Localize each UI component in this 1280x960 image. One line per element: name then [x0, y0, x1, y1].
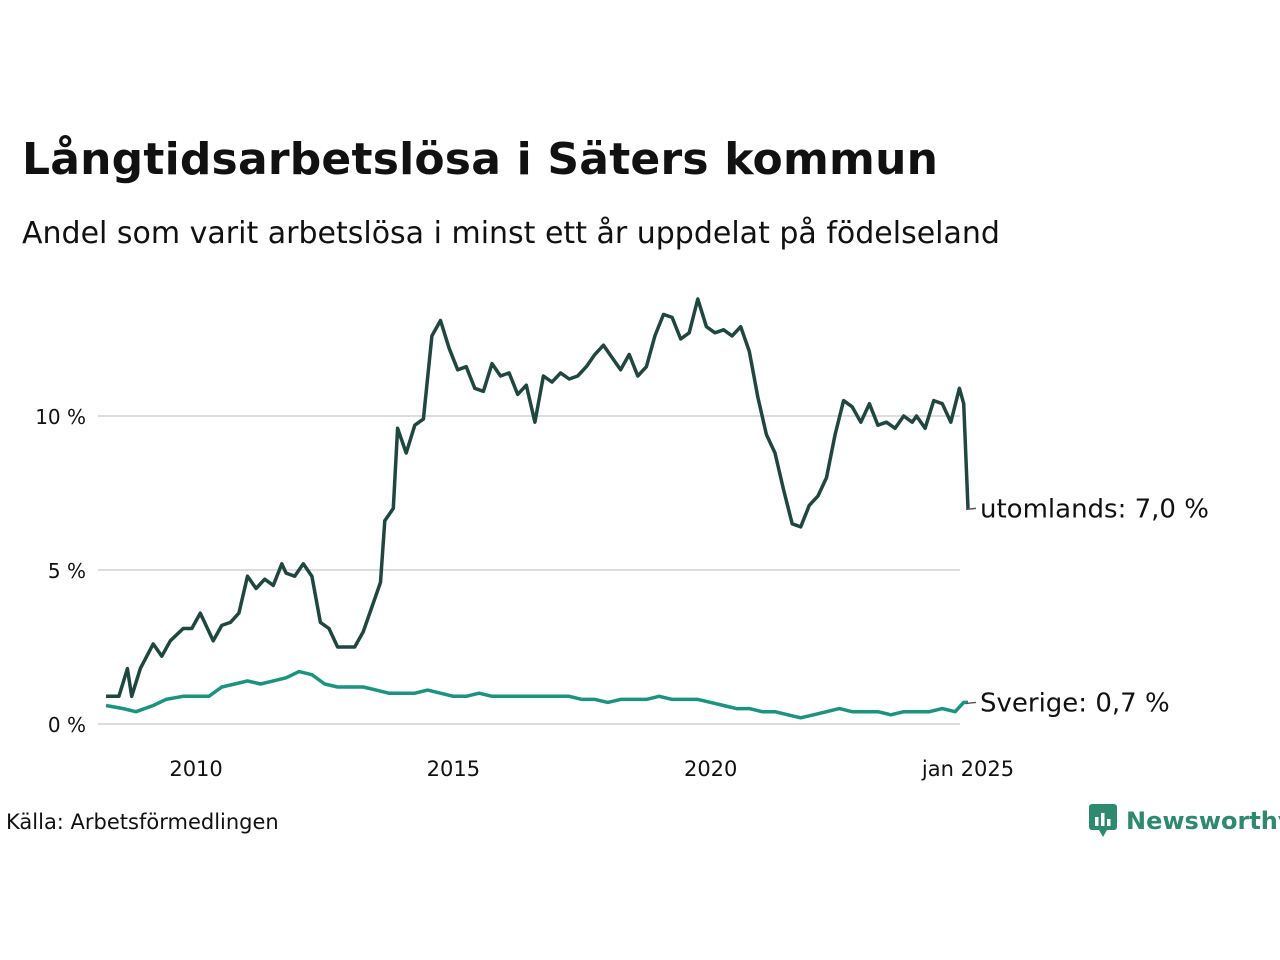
- newsworthy-logo-icon: [1089, 804, 1117, 837]
- y-tick-label: 0 %: [48, 713, 86, 737]
- y-axis-ticks: 0 % 5 % 10 %: [35, 405, 86, 737]
- series-end-label: Sverige: 0,7 %: [980, 688, 1170, 718]
- x-tick-label: 2015: [427, 757, 480, 781]
- newsworthy-logo: Newsworthy: [1088, 803, 1280, 839]
- y-tick-label: 5 %: [48, 559, 86, 583]
- x-tick-label: 2010: [169, 757, 222, 781]
- chart-subtitle: Andel som varit arbetslösa i minst ett å…: [22, 216, 1000, 251]
- x-axis-ticks: 2010 2015 2020 jan 2025: [169, 757, 1014, 781]
- chart-title: Långtidsarbetslösa i Säters kommun: [22, 134, 939, 185]
- end-label-leader: [965, 701, 977, 705]
- series-line-sverige: [105, 669, 968, 720]
- x-tick-label: jan 2025: [921, 757, 1014, 781]
- x-tick-label: 2020: [684, 757, 737, 781]
- series-line-utomlands: [106, 297, 970, 699]
- series-end-labels: utomlands: 7,0 % Sverige: 0,7 %: [965, 494, 1209, 718]
- grid-lines: [98, 415, 960, 725]
- source-note: Källa: Arbetsförmedlingen: [6, 810, 279, 834]
- end-label-leader: [965, 507, 977, 511]
- series-lines: [105, 297, 970, 720]
- brand-name: Newsworthy: [1126, 807, 1280, 835]
- series-end-label: utomlands: 7,0 %: [980, 494, 1209, 524]
- y-tick-label: 10 %: [35, 405, 86, 429]
